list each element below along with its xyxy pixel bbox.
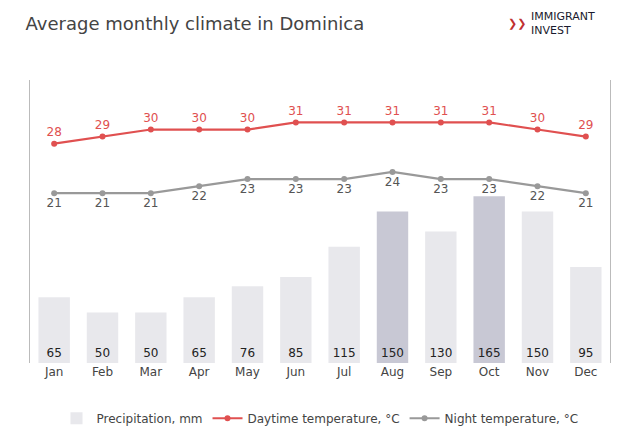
svg-text:Nov: Nov <box>526 365 549 379</box>
svg-text:Mar: Mar <box>140 365 163 379</box>
svg-text:23: 23 <box>240 182 255 196</box>
svg-text:22: 22 <box>530 189 545 203</box>
svg-text:150: 150 <box>526 346 549 360</box>
svg-text:Dec: Dec <box>574 365 597 379</box>
svg-text:Jul: Jul <box>336 365 351 379</box>
svg-text:Night temperature, °C: Night temperature, °C <box>445 412 579 426</box>
svg-text:22: 22 <box>192 189 207 203</box>
svg-text:21: 21 <box>47 196 62 210</box>
svg-text:150: 150 <box>381 346 404 360</box>
svg-text:Average monthly climate in Dom: Average monthly climate in Dominica <box>26 13 365 34</box>
svg-text:85: 85 <box>288 346 303 360</box>
svg-text:29: 29 <box>95 118 110 132</box>
svg-text:May: May <box>235 365 260 379</box>
svg-text:30: 30 <box>143 111 158 125</box>
svg-text:Aug: Aug <box>381 365 404 379</box>
svg-text:Feb: Feb <box>92 365 113 379</box>
svg-text:21: 21 <box>143 196 158 210</box>
svg-text:Daytime temperature, °C: Daytime temperature, °C <box>248 412 400 426</box>
svg-text:21: 21 <box>95 196 110 210</box>
svg-text:23: 23 <box>433 182 448 196</box>
svg-text:IMMIGRANTINVEST: IMMIGRANTINVEST <box>531 10 595 37</box>
svg-text:28: 28 <box>47 125 62 139</box>
svg-text:Apr: Apr <box>189 365 210 379</box>
svg-text:Sep: Sep <box>430 365 453 379</box>
svg-text:31: 31 <box>433 104 448 118</box>
svg-text:21: 21 <box>578 196 593 210</box>
svg-text:30: 30 <box>240 111 255 125</box>
svg-text:23: 23 <box>288 182 303 196</box>
svg-text:Oct: Oct <box>479 365 500 379</box>
svg-text:Precipitation, mm: Precipitation, mm <box>97 412 203 426</box>
svg-text:Jan: Jan <box>44 365 64 379</box>
svg-text:30: 30 <box>530 111 545 125</box>
svg-text:24: 24 <box>385 175 400 189</box>
svg-text:31: 31 <box>337 104 352 118</box>
svg-text:65: 65 <box>192 346 207 360</box>
svg-text:65: 65 <box>47 346 62 360</box>
svg-text:31: 31 <box>482 104 497 118</box>
svg-text:Jun: Jun <box>285 365 305 379</box>
svg-text:130: 130 <box>429 346 452 360</box>
svg-text:31: 31 <box>385 104 400 118</box>
svg-text:23: 23 <box>482 182 497 196</box>
svg-text:31: 31 <box>288 104 303 118</box>
svg-text:95: 95 <box>578 346 593 360</box>
svg-text:50: 50 <box>143 346 158 360</box>
svg-text:115: 115 <box>333 346 356 360</box>
svg-text:29: 29 <box>578 118 593 132</box>
svg-text:❯❯: ❯❯ <box>508 17 526 30</box>
svg-text:76: 76 <box>240 346 255 360</box>
svg-text:165: 165 <box>478 346 501 360</box>
svg-text:30: 30 <box>192 111 207 125</box>
svg-text:23: 23 <box>337 182 352 196</box>
svg-text:50: 50 <box>95 346 110 360</box>
